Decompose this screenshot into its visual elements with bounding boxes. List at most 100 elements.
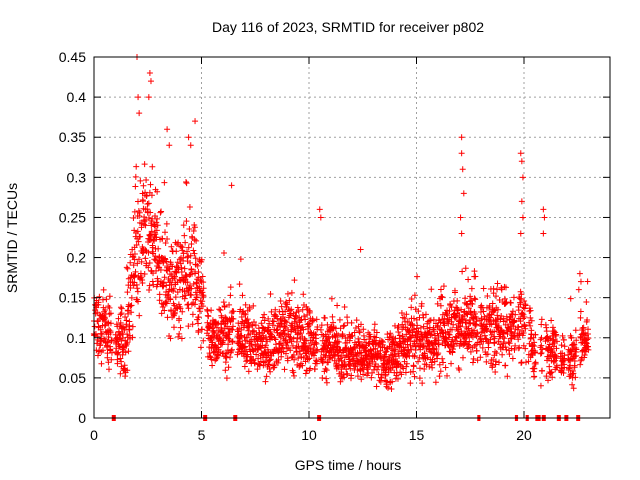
data-point — [215, 320, 222, 327]
data-point — [191, 224, 198, 231]
data-point — [453, 333, 460, 340]
data-point — [373, 366, 380, 373]
data-point — [472, 273, 479, 280]
data-point — [493, 350, 500, 357]
data-point — [132, 173, 139, 180]
data-point — [130, 214, 137, 221]
data-point — [200, 337, 207, 344]
data-point — [389, 378, 396, 385]
data-point — [199, 303, 206, 310]
data-point — [196, 305, 203, 312]
data-point — [415, 308, 422, 315]
data-point — [140, 182, 147, 189]
data-point — [508, 335, 515, 342]
data-point — [227, 292, 234, 299]
data-point — [307, 346, 314, 353]
data-point — [538, 349, 545, 356]
data-point — [229, 338, 236, 345]
data-point — [261, 317, 268, 324]
data-point — [403, 352, 410, 359]
data-point — [526, 305, 533, 312]
data-point — [200, 285, 207, 292]
data-point — [190, 228, 197, 235]
data-point — [484, 292, 491, 299]
data-point — [446, 308, 453, 315]
data-point — [300, 326, 307, 333]
data-point — [145, 214, 152, 221]
data-point — [356, 329, 363, 336]
data-point — [478, 322, 485, 329]
x-tick-label: 10 — [301, 427, 317, 443]
data-point — [559, 332, 566, 339]
data-point — [465, 305, 472, 312]
data-point — [368, 374, 375, 381]
data-point — [532, 360, 539, 367]
data-point — [270, 318, 277, 325]
data-point — [141, 270, 148, 277]
data-point — [554, 338, 560, 345]
data-point — [569, 381, 576, 388]
data-point — [98, 331, 105, 338]
data-point — [139, 280, 146, 287]
data-point — [230, 315, 237, 322]
data-point — [238, 332, 245, 339]
data-point — [561, 343, 568, 350]
data-point — [114, 360, 121, 367]
data-point — [500, 340, 507, 347]
data-point — [297, 317, 304, 324]
data-point — [520, 342, 527, 349]
data-point — [506, 340, 513, 347]
data-point — [428, 359, 435, 366]
data-point — [528, 317, 535, 324]
data-point — [282, 308, 289, 315]
data-point — [129, 334, 136, 341]
y-tick-label: 0.15 — [59, 290, 86, 306]
data-point — [358, 321, 365, 328]
data-point — [422, 311, 429, 318]
data-point — [360, 371, 367, 378]
data-point — [108, 337, 115, 344]
data-point — [130, 282, 137, 289]
data-point — [137, 177, 144, 184]
data-point — [262, 342, 269, 349]
data-point — [538, 334, 545, 341]
data-point — [416, 354, 423, 361]
data-point — [580, 324, 587, 331]
data-point — [130, 262, 137, 269]
data-point — [185, 253, 192, 260]
data-point — [444, 372, 451, 379]
data-point — [484, 351, 491, 358]
data-point — [192, 270, 199, 277]
data-point — [179, 244, 186, 251]
data-point — [187, 259, 194, 266]
data-point — [310, 352, 317, 359]
data-point — [390, 339, 397, 346]
data-point — [188, 241, 195, 248]
data-point — [501, 295, 508, 302]
x-tick-label: 20 — [516, 427, 532, 443]
data-point — [154, 215, 161, 222]
data-point — [236, 336, 243, 343]
data-point — [311, 366, 318, 373]
data-point — [448, 360, 455, 367]
data-point — [171, 309, 178, 316]
data-point — [117, 355, 124, 362]
data-point — [242, 343, 249, 350]
data-point — [158, 310, 165, 317]
data-point — [538, 316, 545, 323]
data-point — [310, 317, 317, 324]
data-point — [341, 374, 348, 381]
data-point — [449, 336, 456, 343]
data-point — [128, 294, 135, 301]
data-point — [249, 329, 256, 336]
data-point — [295, 355, 302, 362]
data-point — [125, 348, 132, 355]
data-point — [278, 303, 285, 310]
data-point — [415, 358, 422, 365]
data-point — [208, 307, 215, 314]
data-point — [216, 335, 223, 342]
data-point — [236, 281, 243, 288]
data-point — [560, 369, 567, 376]
data-point — [241, 363, 248, 370]
data-point — [147, 181, 154, 188]
